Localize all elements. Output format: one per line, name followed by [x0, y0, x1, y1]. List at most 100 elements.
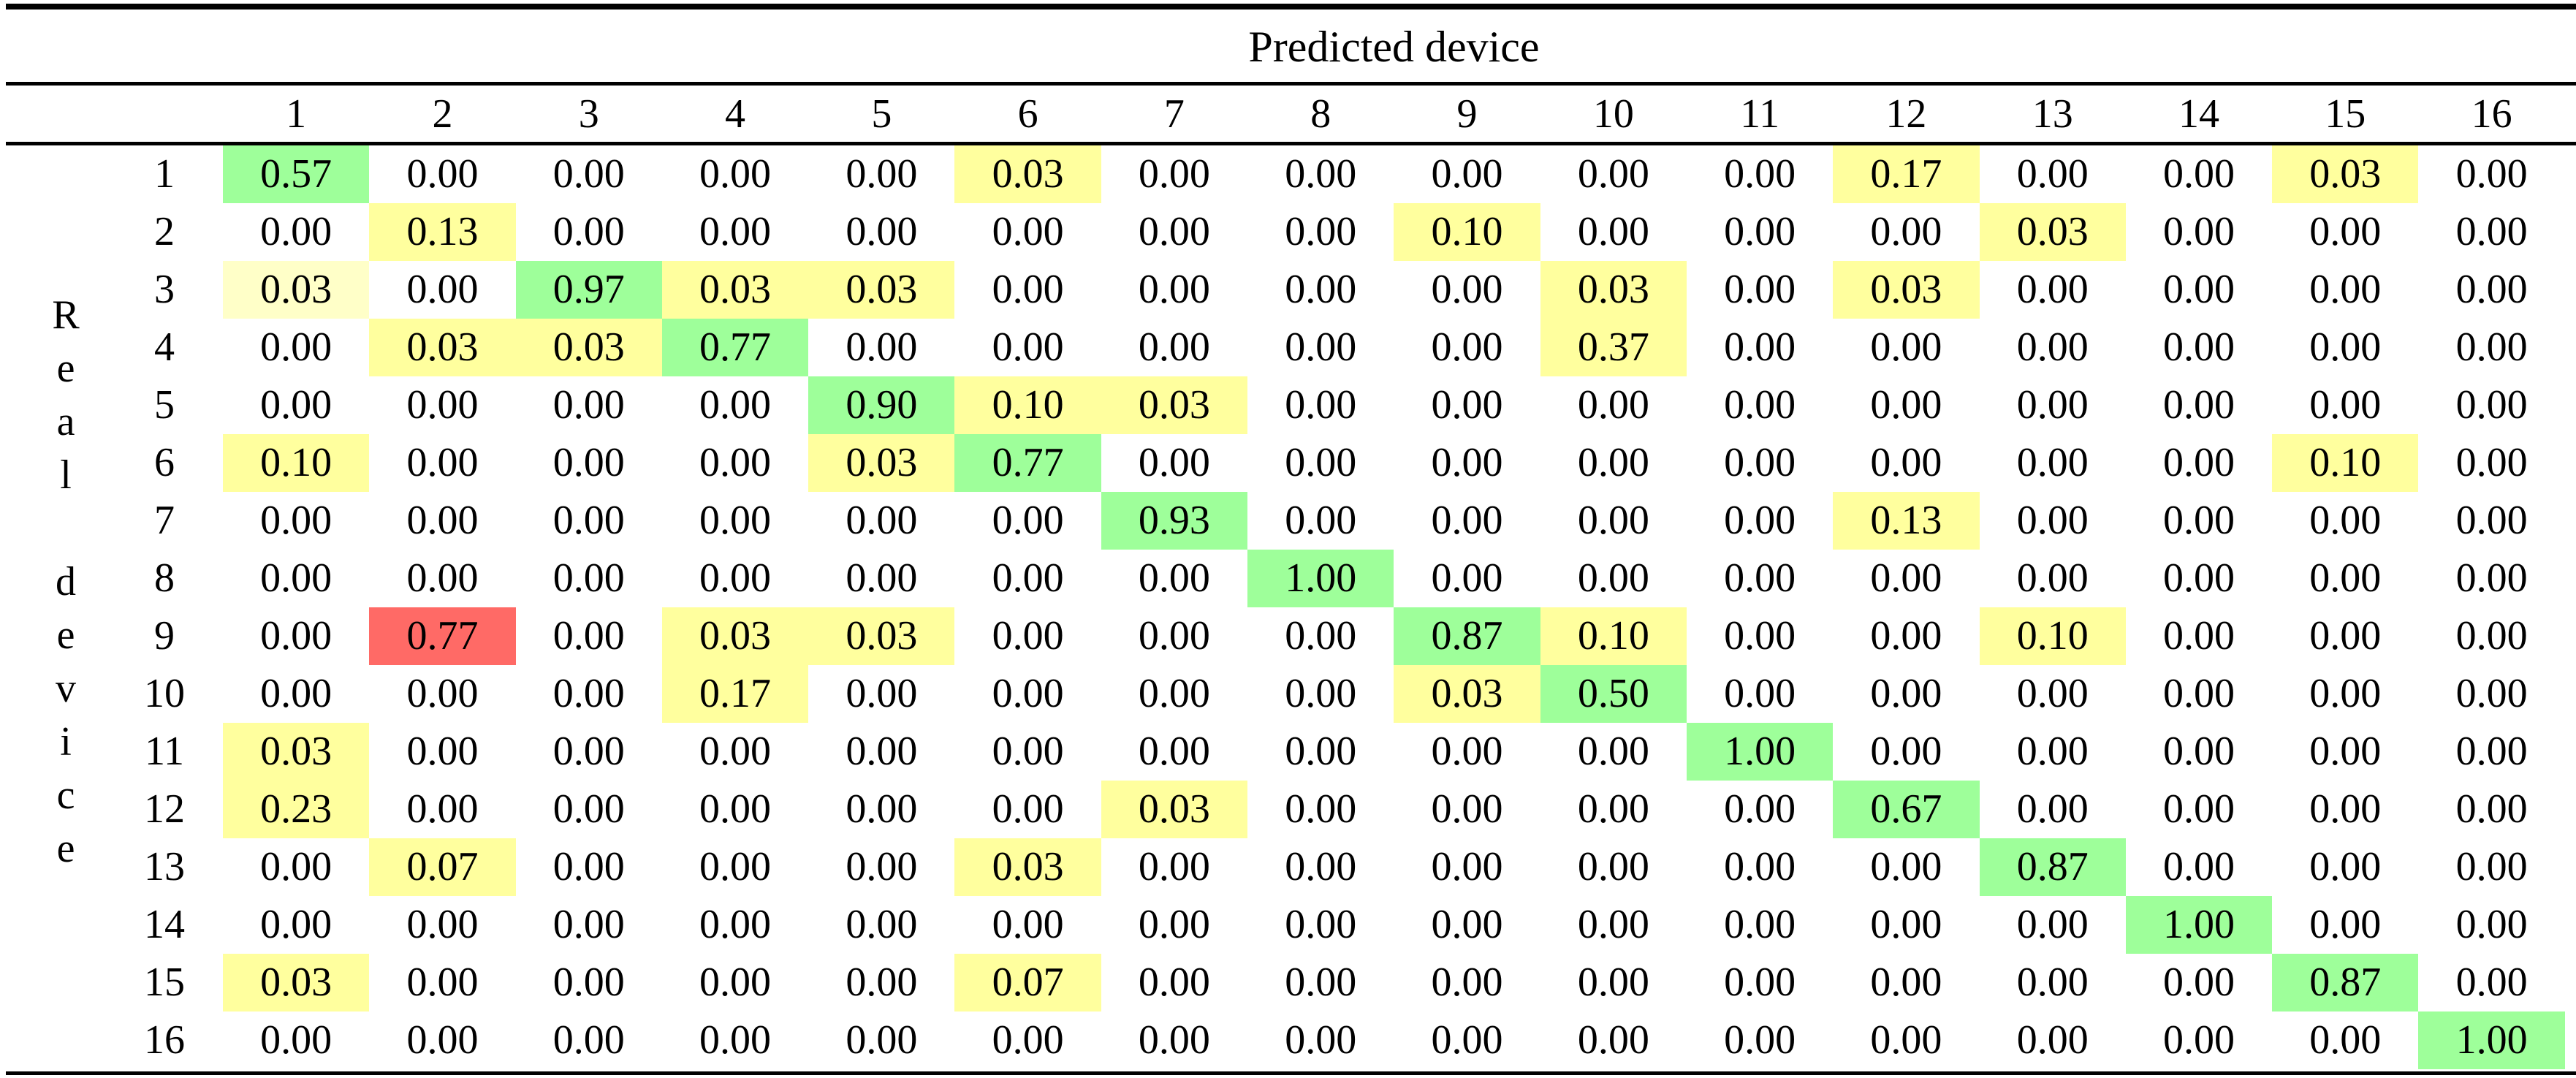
matrix-cell: 0.00 — [1101, 665, 1248, 723]
matrix-cell: 0.03 — [808, 434, 955, 492]
matrix-cell: 0.03 — [808, 607, 955, 665]
matrix-cell: 0.17 — [661, 665, 809, 723]
matrix-cell: 0.00 — [1394, 838, 1540, 896]
row-label: 15 — [144, 960, 185, 1005]
matrix-cell: 0.00 — [1540, 896, 1687, 954]
matrix-cell: 0.00 — [2272, 319, 2419, 376]
column-header: 13 — [2032, 91, 2073, 137]
matrix-cell: 0.00 — [1101, 607, 1248, 665]
table-row: 14 0.00 0.00 0.00 0.00 0.00 0.00 0.00 0.00 0.00 0.… — [0, 896, 2565, 954]
column-header: 11 — [1740, 91, 1780, 137]
matrix-cell: 1.00 — [1247, 550, 1394, 607]
matrix-cell: 0.00 — [2125, 145, 2273, 203]
table-row: 6 0.10 0.00 0.00 0.00 0.03 0.77 0.00 0.00 0.00 0.0… — [0, 434, 2565, 492]
matrix-cell: 0.00 — [2125, 203, 2273, 261]
matrix-cell: 0.00 — [515, 434, 662, 492]
row-label: 16 — [144, 1017, 185, 1063]
matrix-cell: 0.00 — [1394, 550, 1540, 607]
matrix-cell: 0.77 — [954, 434, 1101, 492]
row-label-cell: 4 — [0, 319, 223, 376]
matrix-cell: 0.00 — [369, 781, 516, 838]
matrix-cell: 0.00 — [1394, 376, 1540, 434]
matrix-cell: 0.00 — [1247, 896, 1394, 954]
matrix-cell: 0.03 — [1540, 261, 1687, 319]
matrix-cell: 0.00 — [954, 665, 1101, 723]
row-label: 1 — [154, 151, 175, 197]
matrix-cell: 0.00 — [661, 1011, 809, 1069]
matrix-cell: 0.00 — [2125, 434, 2273, 492]
matrix-cell: 0.03 — [1101, 376, 1248, 434]
row-label: 11 — [145, 729, 184, 774]
matrix-cell: 0.00 — [808, 954, 955, 1011]
matrix-cell: 0.00 — [1247, 954, 1394, 1011]
matrix-cell: 0.00 — [223, 607, 370, 665]
row-label: 13 — [144, 844, 185, 889]
matrix-cell: 0.00 — [2125, 492, 2273, 550]
matrix-cell: 0.00 — [954, 781, 1101, 838]
matrix-cell: 0.00 — [1686, 838, 1834, 896]
matrix-cell: 0.00 — [2418, 607, 2565, 665]
matrix-cell: 0.00 — [223, 896, 370, 954]
matrix-cell: 0.00 — [1686, 319, 1834, 376]
matrix-cell: 0.00 — [515, 954, 662, 1011]
table-row: 1 0.57 0.00 0.00 0.00 0.00 0.03 0.00 0.00 0.00 0.0… — [0, 145, 2565, 203]
matrix-cell: 0.00 — [954, 607, 1101, 665]
matrix-cell: 0.00 — [954, 261, 1101, 319]
matrix-cell: 0.00 — [2125, 665, 2273, 723]
matrix-cell: 0.77 — [661, 319, 809, 376]
matrix-cell: 0.00 — [1101, 261, 1248, 319]
matrix-cell: 0.00 — [223, 550, 370, 607]
matrix-cell: 0.00 — [2125, 954, 2273, 1011]
matrix-cell: 0.00 — [1686, 145, 1834, 203]
matrix-cell: 0.00 — [1101, 896, 1248, 954]
matrix-cell: 0.00 — [661, 896, 809, 954]
matrix-cell: 0.00 — [1394, 434, 1540, 492]
matrix-cell: 0.00 — [223, 665, 370, 723]
matrix-cell: 0.00 — [2418, 376, 2565, 434]
matrix-cell: 0.00 — [2418, 319, 2565, 376]
matrix-cell: 0.00 — [1833, 434, 1980, 492]
matrix-cell: 0.23 — [223, 781, 370, 838]
row-label: 9 — [154, 613, 175, 658]
matrix-cell: 0.00 — [2272, 838, 2419, 896]
matrix-cell: 0.00 — [2272, 1011, 2419, 1069]
column-header: 14 — [2178, 91, 2219, 137]
matrix-cell: 0.00 — [1979, 145, 2126, 203]
column-header: 7 — [1163, 91, 1185, 137]
matrix-cell: 0.00 — [2418, 723, 2565, 781]
row-group-letter: v — [56, 666, 76, 711]
matrix-cell: 0.00 — [1979, 896, 2126, 954]
row-group-letter: e — [56, 612, 75, 658]
matrix-cell: 0.00 — [2125, 781, 2273, 838]
matrix-cell: 0.00 — [808, 145, 955, 203]
matrix-cell: 0.00 — [1686, 665, 1834, 723]
matrix-cell: 0.00 — [2272, 723, 2419, 781]
matrix-cell: 0.50 — [1540, 665, 1687, 723]
matrix-cell: 0.00 — [1394, 319, 1540, 376]
matrix-cell: 0.00 — [954, 203, 1101, 261]
matrix-cell: 0.00 — [1833, 319, 1980, 376]
table-row: 16 0.00 0.00 0.00 0.00 0.00 0.00 0.00 0.00 0.00 0.… — [0, 1011, 2565, 1069]
column-header: 16 — [2471, 91, 2512, 137]
matrix-cell: 0.00 — [1540, 838, 1687, 896]
column-header: 5 — [871, 91, 892, 137]
matrix-cell: 0.00 — [1540, 376, 1687, 434]
matrix-cell: 0.00 — [515, 376, 662, 434]
matrix-cell: 0.00 — [808, 203, 955, 261]
matrix-cell: 0.10 — [1394, 203, 1540, 261]
matrix-cell: 0.00 — [1979, 550, 2126, 607]
matrix-cell: 0.67 — [1833, 781, 1980, 838]
matrix-cell: 0.00 — [661, 434, 809, 492]
matrix-cell: 0.00 — [1979, 319, 2126, 376]
row-label-cell: 8 — [0, 550, 223, 607]
column-header: 6 — [1017, 91, 1038, 137]
row-label: 3 — [154, 267, 175, 312]
matrix-cell: 0.00 — [1540, 550, 1687, 607]
matrix-cell: 0.00 — [661, 954, 809, 1011]
matrix-cell: 0.03 — [1979, 203, 2126, 261]
matrix-cell: 0.03 — [2272, 145, 2419, 203]
matrix-cell: 0.00 — [1833, 896, 1980, 954]
matrix-cell: 0.00 — [1394, 896, 1540, 954]
matrix-cell: 0.00 — [1540, 954, 1687, 1011]
